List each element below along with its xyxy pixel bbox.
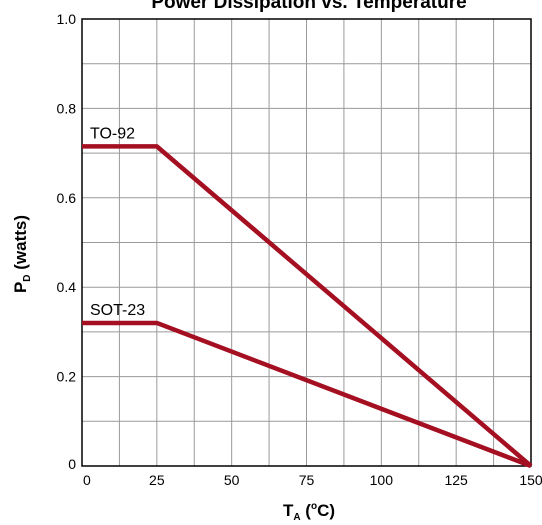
x-tick-label: 150 [519,472,542,488]
x-tick-label: 0 [83,472,91,488]
y-axis-label-subscript: D [22,274,33,281]
y-tick-label: 0.8 [57,100,77,116]
grid [82,19,531,466]
series-label-sot-23: SOT-23 [90,302,145,319]
x-tick-label: 25 [149,472,165,488]
x-axis-label-unit: C) [317,501,335,520]
x-axis-label: TA (oC) [283,501,335,523]
series-line-to-92 [82,144,533,468]
y-tick-labels: 0 0.2 0.4 0.6 0.8 1.0 [57,11,77,472]
plot-frame [81,18,532,467]
y-tick-label: 0.6 [57,190,77,206]
x-axis-label-main: T [283,501,294,520]
x-tick-label: 75 [299,472,315,488]
y-axis-label: PD (watts) [11,215,33,293]
x-tick-label: 125 [444,472,468,488]
y-tick-label: 0 [68,456,76,472]
x-tick-label: 100 [370,472,394,488]
x-axis-label-subscript: A [293,512,300,523]
series-line-sot-23 [82,320,532,469]
x-axis-label-superscript: o [311,501,317,512]
y-tick-label: 1.0 [57,11,77,27]
series-label-to-92: TO-92 [90,125,135,142]
chart-title: Power Dissipation vs. Temperature [151,0,466,13]
x-tick-labels: 0 25 50 75 100 125 150 [83,472,542,488]
y-tick-label: 0.4 [57,279,77,295]
x-tick-label: 50 [224,472,240,488]
y-axis-label-rest: (watts) [11,215,30,275]
y-axis-label-main: P [11,282,30,293]
y-tick-label: 0.2 [57,369,77,385]
series-labels: TO-92 SOT-23 [90,125,145,319]
series-lines [82,144,533,469]
x-axis-label-open: ( [301,501,312,520]
